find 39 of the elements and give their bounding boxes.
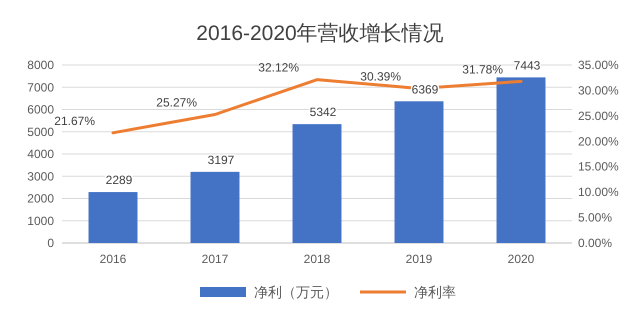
y-tick-label: 6000 xyxy=(27,102,54,116)
bar xyxy=(88,192,138,243)
y-tick-label: 4000 xyxy=(27,147,54,161)
y-tick-label: 1000 xyxy=(27,214,54,228)
y2-tick-label: 25.00% xyxy=(578,108,620,123)
y2-tick-label: 5.00% xyxy=(578,210,612,225)
y-tick-label: 7000 xyxy=(27,80,54,94)
bar xyxy=(190,172,240,243)
y-tick-label: 2000 xyxy=(27,192,54,206)
y2-tick-label: 30.00% xyxy=(578,83,620,98)
data-label: 31.78% xyxy=(462,62,504,76)
data-label: 32.12% xyxy=(258,60,300,75)
x-tick-label: 2020 xyxy=(508,252,535,266)
bar xyxy=(292,124,342,243)
y-tick-label: 8000 xyxy=(27,58,54,72)
y-tick-label: 0 xyxy=(47,236,54,250)
x-tick-label: 2018 xyxy=(304,252,331,266)
y2-tick-label: 20.00% xyxy=(578,134,620,148)
y2-tick-label: 10.00% xyxy=(578,185,620,200)
data-label: 21.67% xyxy=(54,114,96,128)
y2-tick-label: 0.00% xyxy=(578,236,612,250)
legend-label: 净利（万元） xyxy=(254,284,338,300)
y2-tick-label: 35.00% xyxy=(578,58,620,72)
legend-label: 净利率 xyxy=(414,284,456,300)
bar xyxy=(496,77,546,243)
chart-title: 2016-2020年营收增长情况 xyxy=(196,22,444,45)
data-label: 30.39% xyxy=(360,69,402,84)
data-label: 3197 xyxy=(208,152,235,167)
data-label: 5342 xyxy=(310,105,337,120)
bar xyxy=(394,101,444,243)
y2-tick-label: 15.00% xyxy=(578,160,620,174)
y-tick-label: 5000 xyxy=(27,124,54,139)
x-tick-label: 2016 xyxy=(100,252,127,266)
y-tick-label: 3000 xyxy=(27,169,54,184)
x-tick-label: 2017 xyxy=(202,252,229,266)
data-label: 7443 xyxy=(514,58,541,72)
x-tick-label: 2019 xyxy=(406,252,433,266)
data-label: 2289 xyxy=(106,173,133,188)
data-label: 25.27% xyxy=(156,95,198,110)
